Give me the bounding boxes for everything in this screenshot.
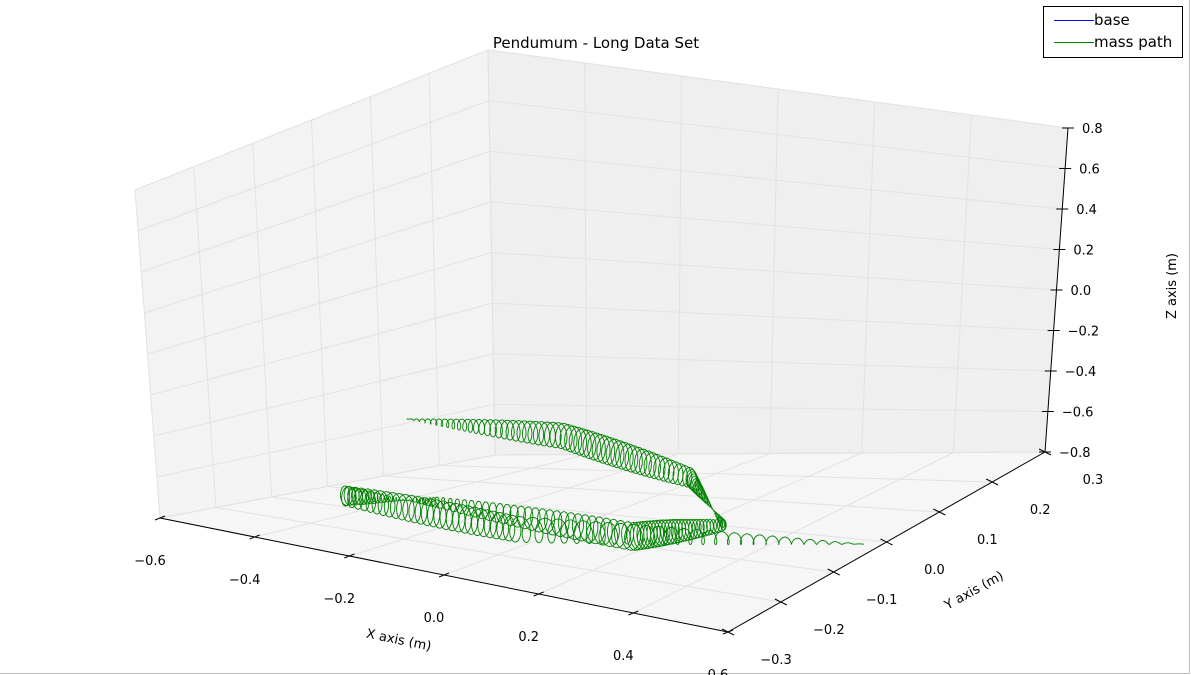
legend-entry-mass-path: mass path [1044,31,1182,53]
z-tick-label: −0.8 [1059,446,1091,461]
legend-label-base: base [1094,11,1130,29]
grid-line-z-left [141,150,490,273]
legend-swatch-mass-path [1054,42,1094,43]
x-tick-label: 0.6 [708,668,729,675]
z-tick-label: 0.2 [1073,244,1094,259]
y-tick [721,628,735,636]
y-tick [933,508,946,516]
z-tick-label: 0.4 [1076,203,1097,218]
grid-line-z-left [144,201,491,314]
x-tick-label: −0.6 [134,554,166,569]
z-tick-label: 0.8 [1082,122,1103,137]
x-tick-label: 0.2 [518,630,539,645]
grid-line-z-left [156,403,495,478]
z-tick-label: −0.6 [1062,406,1094,421]
y-tick-label: −0.1 [866,593,898,608]
grid-line-y-floor [215,507,781,603]
x-tick-label: 0.4 [613,649,634,664]
x-tick-label: 0.0 [424,611,445,626]
grid-line-z-left [137,100,490,232]
grid-line-z-back [494,451,1046,456]
grid-line-z-left [134,49,489,191]
x-tick [438,572,450,578]
legend-entry-base: base [1044,9,1182,31]
grid-line-z-back [489,150,1063,210]
x-axis-label: X axis (m) [365,627,433,655]
z-axis-label: Z axis (m) [1165,253,1180,319]
legend-label-mass-path: mass path [1094,33,1173,51]
grid-line-z-back [491,252,1057,291]
x-tick-label: −0.4 [229,573,261,588]
z-axis-ticks: −0.8 −0.6 −0.4 −0.2 0.0 0.2 0.4 0.6 0.8 [1039,122,1103,461]
grid-line-z-left [159,454,496,519]
z-tick-label: 0.6 [1079,163,1100,178]
y-tick [827,568,840,576]
x-tick [533,591,544,597]
y-tick-label: −0.2 [813,623,845,638]
chart-title: Pendumum - Long Data Set [493,34,699,52]
y-tick [774,598,788,606]
y-tick-label: −0.3 [760,653,792,668]
y-tick [985,478,999,486]
grid-line-z-left [153,353,494,437]
z-tick-label: −0.4 [1065,365,1097,380]
x-tick [154,515,166,521]
grid-line-z-back [487,49,1069,129]
grid-line-z-back [493,353,1051,372]
legend-swatch-base [1054,20,1094,21]
x-tick [344,553,355,559]
y-tick-label: 0.0 [924,563,945,578]
grid-line-y-floor [439,465,993,483]
grid-line-y-floor [327,486,887,543]
legend: base mass path [1043,6,1183,58]
pane-left [134,49,496,519]
grid-line-z-back [488,100,1066,169]
y-tick-label: 0.1 [977,533,998,548]
grid-line-y-floor [383,475,940,513]
y-tick-label: 0.3 [1083,473,1104,488]
series-mass-path-line [340,418,864,551]
grid-line-z-left [150,302,493,396]
x-tick [628,610,639,616]
y-tick [880,538,893,546]
y-axis-label: Y axis (m) [941,569,1006,614]
y-tick-label: 0.2 [1030,503,1051,518]
grid-line-z-back [490,201,1060,250]
series-layer [340,418,864,551]
x-tick-label: −0.2 [324,592,356,607]
grid-line-z-back [492,302,1054,331]
x-tick [249,534,260,540]
x-axis-ticks: −0.6 −0.4 −0.2 0.0 0.2 0.4 0.6 [134,515,734,675]
y-axis-ticks: −0.3 −0.2 −0.1 0.0 0.1 0.2 0.3 [721,448,1104,668]
z-tick-label: 0.0 [1071,284,1092,299]
z-tick-label: −0.2 [1068,325,1100,340]
grid-line-z-left [147,252,492,355]
grid-line-z-back [494,403,1048,412]
